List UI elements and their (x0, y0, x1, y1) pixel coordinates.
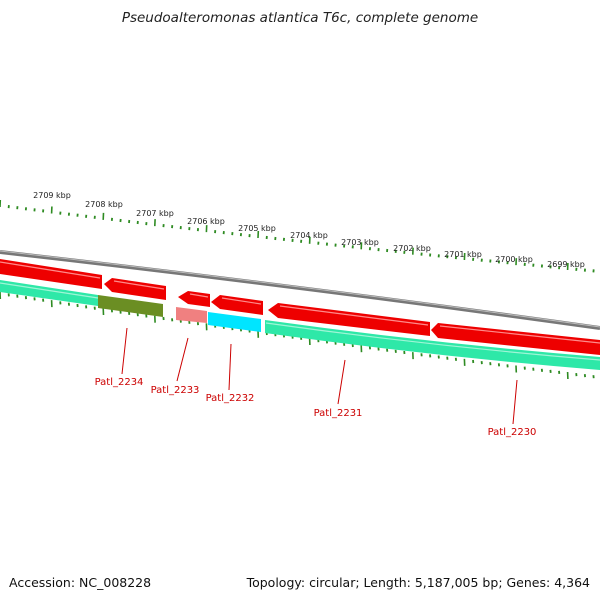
genome-info: Topology: circular; Length: 5,187,005 bp… (246, 575, 590, 590)
gene-feature-patl-2232 (208, 312, 261, 332)
gene-label[interactable]: Patl_2232 (206, 393, 255, 404)
genome-backbone-highlight (0, 250, 600, 328)
tick-label: 2707 kbp (136, 209, 174, 218)
genome-backbone (0, 250, 600, 330)
gene-label[interactable]: Patl_2230 (488, 427, 537, 438)
tick-label: 2706 kbp (187, 217, 225, 226)
cds-feature (431, 323, 600, 355)
tick-label: 2705 kbp (238, 224, 276, 233)
length-value: 5,187,005 bp (414, 575, 499, 590)
forward-cds-shine (0, 261, 600, 344)
tick-label: 2699 kbp (547, 260, 585, 269)
tick-label: 2701 kbp (444, 250, 482, 259)
gene-feature-patl-2231 (265, 320, 600, 370)
gene-label[interactable]: Patl_2234 (95, 377, 144, 388)
cds-feature (178, 291, 210, 307)
length-label: Length: (363, 575, 411, 590)
gene-feature-patl-2233 (176, 307, 207, 323)
cds-feature (268, 303, 430, 336)
cds-feature (211, 295, 263, 315)
accession-info: Accession: NC_008228 (9, 575, 151, 590)
topology-value: circular (309, 575, 356, 590)
cds-feature (104, 278, 166, 300)
accession-value: NC_008228 (79, 575, 152, 590)
gene-labels: Patl_2234 Patl_2233 Patl_2232 Patl_2231 … (95, 377, 537, 438)
genes-label: Genes: (506, 575, 551, 590)
accession-label: Accession: (9, 575, 76, 590)
tick-label: 2708 kbp (85, 200, 123, 209)
tick-label: 2709 kbp (33, 191, 71, 200)
inner-scale-ticks (0, 291, 595, 380)
tick-label: 2704 kbp (290, 231, 328, 240)
genes-value: 4,364 (554, 575, 590, 590)
tick-label: 2702 kbp (393, 244, 431, 253)
map-title: Pseudoalteromonas atlantica T6c, complet… (121, 10, 479, 26)
gene-feature-patl-2234 (98, 295, 163, 317)
reverse-feature-shine (0, 282, 600, 361)
tick-label: 2700 kbp (495, 255, 533, 264)
gene-label[interactable]: Patl_2231 (314, 408, 363, 419)
gene-label[interactable]: Patl_2233 (151, 385, 200, 396)
tick-label: 2703 kbp (341, 238, 379, 247)
topology-label: Topology: (246, 575, 306, 590)
gene-callouts (121, 327, 518, 425)
scale-tick-labels: 2709 kbp 2708 kbp 2707 kbp 2706 kbp 2705… (33, 191, 585, 269)
outer-scale-ticks (0, 199, 595, 273)
forward-cds-track (0, 259, 600, 355)
